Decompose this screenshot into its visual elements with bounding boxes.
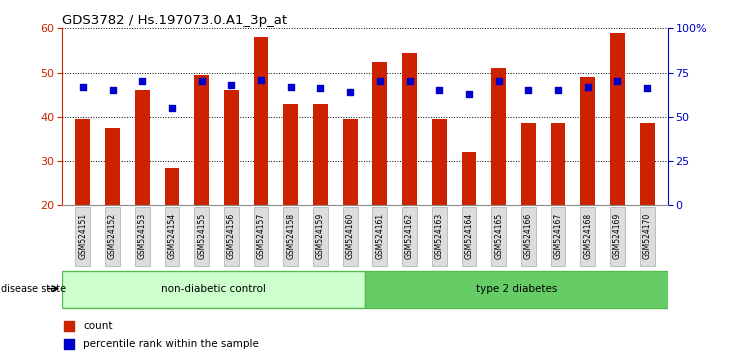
Point — [315, 86, 326, 91]
Text: GSM524168: GSM524168 — [583, 213, 592, 259]
Text: GSM524166: GSM524166 — [524, 213, 533, 259]
FancyBboxPatch shape — [402, 207, 417, 266]
Text: non-diabetic control: non-diabetic control — [161, 284, 266, 293]
Text: count: count — [83, 320, 112, 331]
Point — [404, 79, 415, 84]
FancyBboxPatch shape — [432, 207, 447, 266]
Point — [374, 79, 385, 84]
FancyBboxPatch shape — [365, 271, 668, 308]
Bar — [135, 90, 150, 205]
FancyBboxPatch shape — [164, 207, 180, 266]
FancyBboxPatch shape — [253, 207, 269, 266]
Text: GSM524162: GSM524162 — [405, 213, 414, 259]
Point — [255, 77, 267, 82]
Text: GSM524154: GSM524154 — [167, 213, 177, 259]
Point — [582, 84, 593, 90]
Point — [434, 87, 445, 93]
Bar — [164, 168, 180, 205]
Text: GSM524158: GSM524158 — [286, 213, 295, 259]
FancyBboxPatch shape — [194, 207, 209, 266]
Bar — [550, 124, 566, 205]
Bar — [342, 119, 358, 205]
Point — [523, 87, 534, 93]
Point — [552, 87, 564, 93]
Point — [166, 105, 178, 111]
FancyBboxPatch shape — [75, 207, 91, 266]
Text: GSM524155: GSM524155 — [197, 213, 206, 259]
Point — [463, 91, 474, 97]
Text: GSM524159: GSM524159 — [316, 213, 325, 259]
Point — [64, 341, 75, 347]
FancyBboxPatch shape — [610, 207, 625, 266]
Bar — [580, 77, 595, 205]
Text: GSM524157: GSM524157 — [256, 213, 266, 259]
Bar — [253, 37, 269, 205]
Bar — [610, 33, 625, 205]
Bar — [491, 68, 506, 205]
Point — [345, 89, 356, 95]
Point — [64, 323, 75, 329]
Text: type 2 diabetes: type 2 diabetes — [476, 284, 557, 293]
Text: GSM524156: GSM524156 — [227, 213, 236, 259]
Text: GSM524160: GSM524160 — [345, 213, 355, 259]
Bar — [224, 90, 239, 205]
Point — [285, 84, 296, 90]
Point — [107, 87, 118, 93]
Point — [612, 79, 623, 84]
Point — [77, 84, 88, 90]
FancyBboxPatch shape — [550, 207, 566, 266]
Bar — [432, 119, 447, 205]
Bar — [105, 128, 120, 205]
FancyBboxPatch shape — [580, 207, 595, 266]
Bar — [402, 53, 417, 205]
Text: GSM524164: GSM524164 — [464, 213, 474, 259]
Text: GDS3782 / Hs.197073.0.A1_3p_at: GDS3782 / Hs.197073.0.A1_3p_at — [62, 14, 287, 27]
Text: GSM524151: GSM524151 — [78, 213, 88, 259]
Text: GSM524165: GSM524165 — [494, 213, 503, 259]
FancyBboxPatch shape — [62, 271, 365, 308]
Bar — [283, 104, 298, 205]
Point — [196, 79, 207, 84]
Bar — [639, 124, 655, 205]
FancyBboxPatch shape — [491, 207, 506, 266]
Point — [226, 82, 237, 88]
FancyBboxPatch shape — [224, 207, 239, 266]
Bar — [372, 62, 388, 205]
FancyBboxPatch shape — [639, 207, 655, 266]
Text: percentile rank within the sample: percentile rank within the sample — [83, 339, 259, 349]
Point — [137, 79, 148, 84]
FancyBboxPatch shape — [313, 207, 328, 266]
FancyBboxPatch shape — [521, 207, 536, 266]
Text: GSM524152: GSM524152 — [108, 213, 117, 259]
Point — [493, 79, 504, 84]
Bar — [75, 119, 91, 205]
Bar — [521, 124, 536, 205]
FancyBboxPatch shape — [105, 207, 120, 266]
Text: GSM524163: GSM524163 — [435, 213, 444, 259]
Text: GSM524170: GSM524170 — [642, 213, 652, 259]
Text: GSM524167: GSM524167 — [553, 213, 563, 259]
Text: GSM524161: GSM524161 — [375, 213, 385, 259]
Text: GSM524153: GSM524153 — [138, 213, 147, 259]
Bar — [194, 75, 209, 205]
Bar — [461, 152, 477, 205]
FancyBboxPatch shape — [372, 207, 388, 266]
Text: GSM524169: GSM524169 — [613, 213, 622, 259]
Text: disease state: disease state — [1, 284, 66, 293]
FancyBboxPatch shape — [342, 207, 358, 266]
FancyBboxPatch shape — [283, 207, 298, 266]
Bar — [313, 104, 328, 205]
Point — [642, 86, 653, 91]
FancyBboxPatch shape — [135, 207, 150, 266]
FancyBboxPatch shape — [461, 207, 477, 266]
